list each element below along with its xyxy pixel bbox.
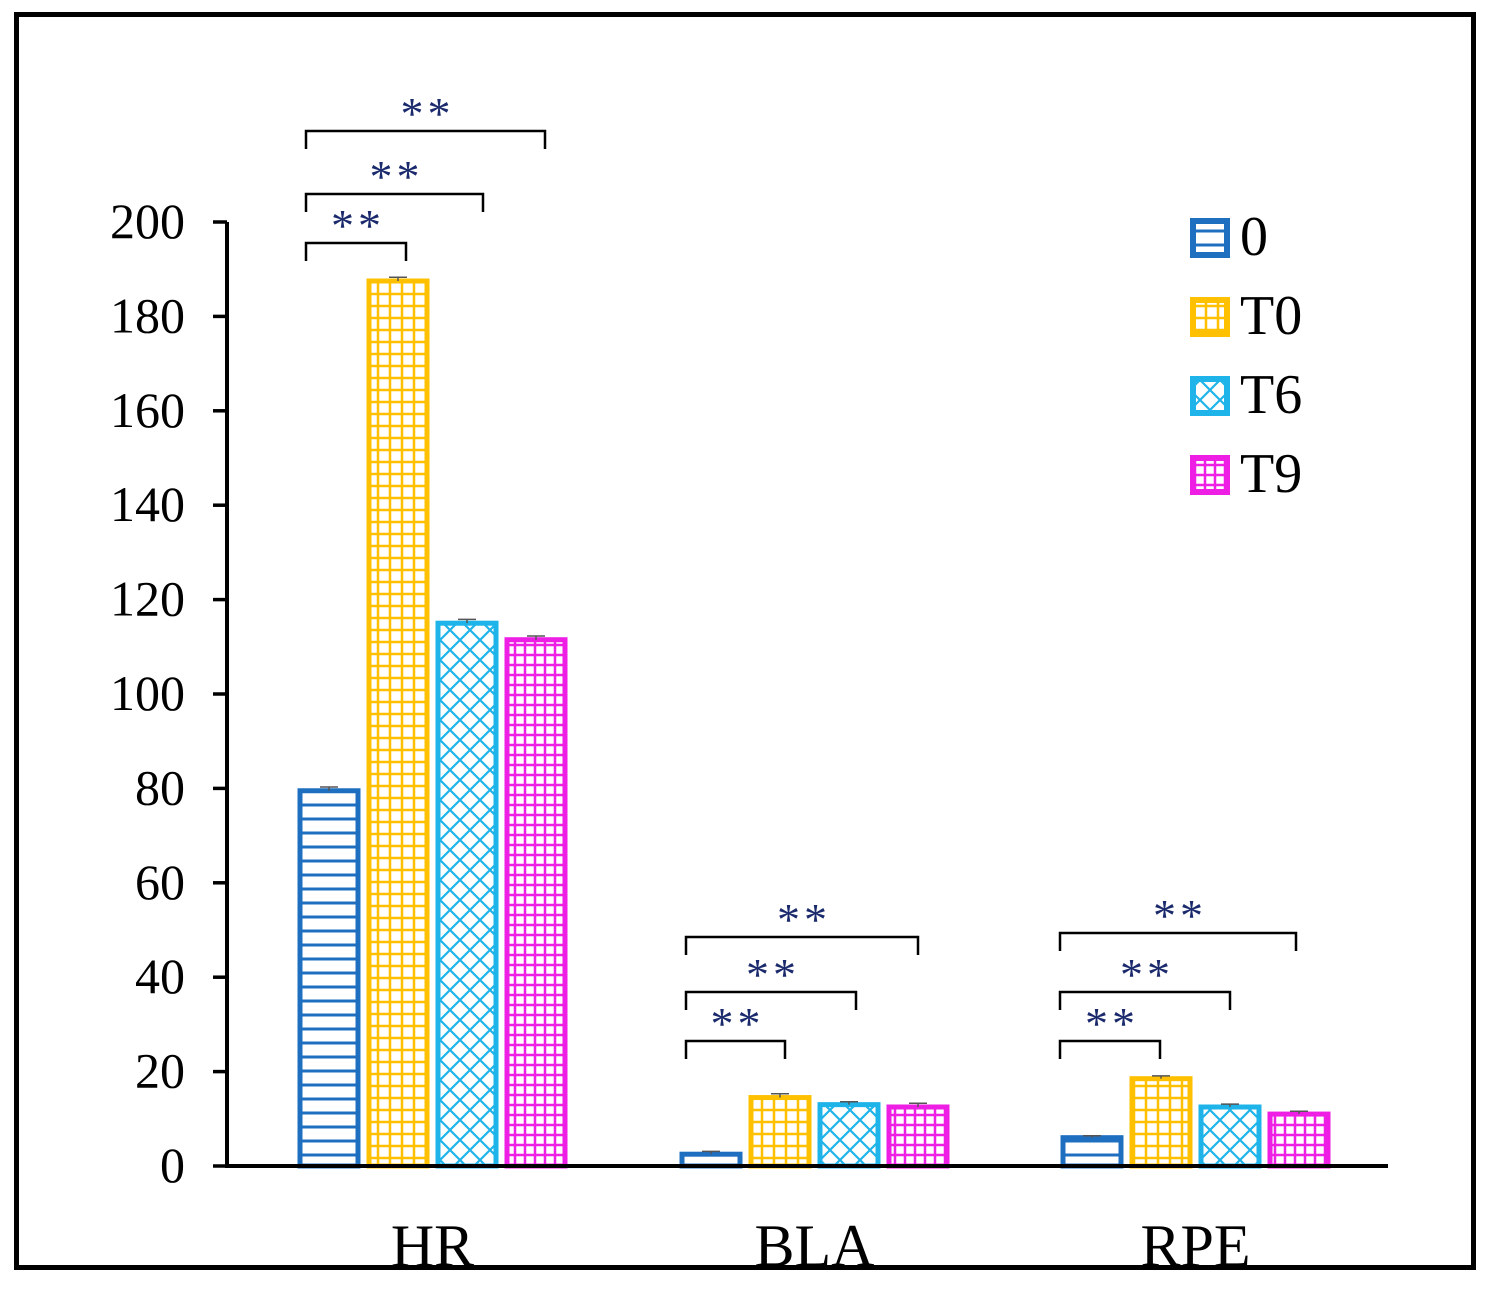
legend-swatch-t9 — [1190, 455, 1230, 495]
significance-label: ** — [370, 151, 424, 202]
significance-bracket-bla-0-t6 — [684, 990, 858, 1010]
bar-hr-series-0 — [297, 788, 361, 1169]
y-tick-label: 40 — [135, 948, 185, 1004]
y-tick-label: 140 — [110, 476, 185, 532]
significance-bracket-bla-0-t0 — [684, 1039, 787, 1059]
significance-bracket-rpe-0-t9 — [1058, 931, 1298, 951]
x-category-label-hr: HR — [391, 1213, 474, 1279]
y-tick-label: 80 — [135, 759, 185, 815]
significance-bracket-hr-0-t6 — [304, 192, 485, 212]
y-tick-label: 200 — [110, 193, 185, 249]
legend-swatch-t0 — [1190, 297, 1230, 337]
significance-label: ** — [331, 200, 385, 251]
figure-frame — [14, 12, 1476, 1270]
legend-label-0: 0 — [1240, 206, 1268, 268]
y-tick-label: 120 — [110, 571, 185, 627]
y-tick-label: 60 — [135, 854, 185, 910]
x-category-label-rpe: RPE — [1140, 1213, 1250, 1279]
bar-hr-series-t0 — [366, 278, 430, 1169]
bar-bla-series-t6 — [817, 1102, 881, 1169]
bar-hr-series-t6 — [435, 620, 499, 1169]
significance-label: ** — [711, 998, 765, 1049]
significance-bracket-rpe-0-t0 — [1058, 1039, 1162, 1059]
legend-swatch-0 — [1190, 218, 1230, 258]
significance-label: ** — [1085, 998, 1139, 1049]
legend-swatch-t6 — [1190, 376, 1230, 416]
y-tick-label: 20 — [135, 1043, 185, 1099]
x-category-label-bla: BLA — [755, 1213, 875, 1279]
y-tick-label: 100 — [110, 665, 185, 721]
bar-bla-series-t9 — [886, 1104, 950, 1169]
y-tick-label: 0 — [160, 1137, 185, 1193]
bar-rpe-series-t0 — [1129, 1076, 1193, 1169]
bar-rpe-series-t9 — [1267, 1111, 1331, 1169]
significance-label: ** — [746, 949, 800, 1000]
significance-bracket-hr-0-t6 — [304, 241, 408, 261]
significance-label: ** — [401, 88, 455, 139]
bar-hr-series-t9 — [504, 637, 568, 1169]
significance-bracket-rpe-0-t6 — [1058, 990, 1232, 1010]
significance-label: ** — [777, 894, 831, 945]
bar-rpe-series-0 — [1060, 1135, 1124, 1169]
y-tick-label: 160 — [110, 382, 185, 438]
legend-label-t6: T6 — [1240, 364, 1302, 426]
significance-label: ** — [1120, 949, 1174, 1000]
bar-bla-series-t0 — [748, 1095, 812, 1169]
significance-bracket-hr-0-t9 — [304, 129, 547, 149]
legend-label-t0: T0 — [1240, 285, 1302, 347]
significance-bracket-bla-0-t9 — [684, 935, 920, 955]
bar-rpe-series-t6 — [1198, 1104, 1262, 1169]
significance-label: ** — [1153, 890, 1207, 941]
legend-label-t9: T9 — [1240, 443, 1302, 505]
y-tick-label: 180 — [110, 287, 185, 343]
